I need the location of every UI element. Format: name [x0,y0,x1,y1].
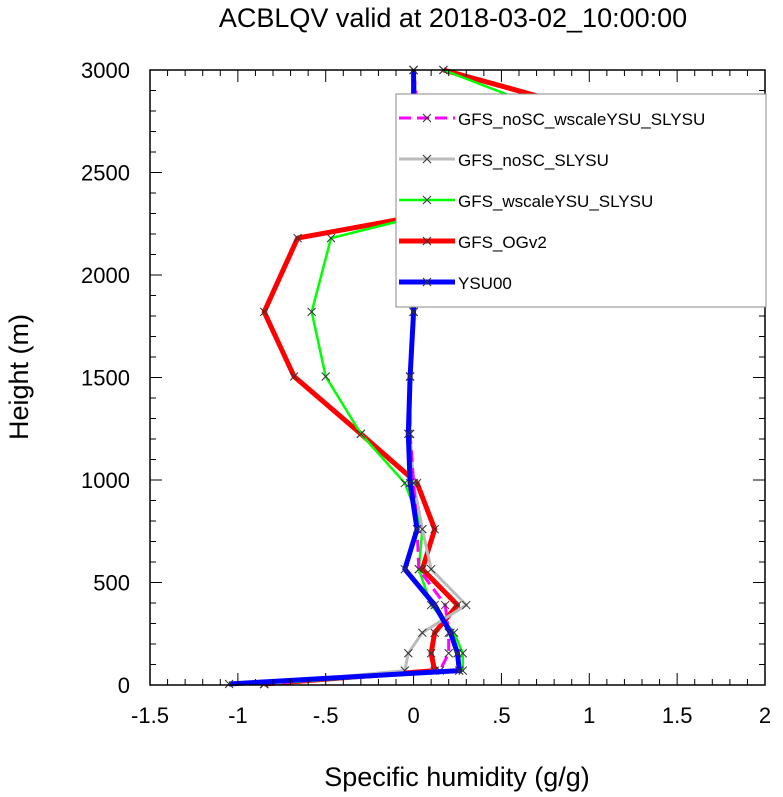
y-tick-label: 1000 [81,468,130,493]
legend-item: GFS_OGv2 [399,233,547,252]
series-point-ysu00 [453,648,462,658]
legend-label: GFS_wscaleYSU_SLYSU [458,192,653,211]
series-point-ysu00 [405,478,415,488]
series-point-ysu00 [400,564,410,574]
y-tick-label: 0 [118,673,130,698]
series-point-gfs-wscaleysu-slysu [307,307,317,317]
chart-title: ACBLQV valid at 2018-03-02_10:00:00 [219,3,687,33]
legend-item: GFS_noSC_wscaleYSU_SLYSU [399,110,705,129]
series-point-gfs-ogv2 [289,372,299,381]
legend-box [395,93,767,308]
series-point-gfs-nosc-slysu [418,628,427,638]
legend-label: GFS_OGv2 [458,233,547,252]
legend-marker [422,277,432,287]
legend-marker [422,154,432,164]
series-point-ysu00 [409,307,418,317]
legend-item: GFS_noSC_SLYSU [399,151,609,170]
series-point-ysu00 [430,600,440,610]
x-tick-label: -1.5 [131,703,169,728]
y-tick-label: 2000 [81,263,130,288]
series-point-ysu00 [403,429,413,439]
series-point-gfs-ogv2 [259,307,269,317]
legend-label: GFS_noSC_SLYSU [458,151,609,170]
series-point-ysu00 [412,524,422,534]
legend: GFS_noSC_wscaleYSU_SLYSU GFS_noSC_SLYSU GF… [395,93,767,308]
series-point-gfs-wscaleysu-slysu [326,233,336,243]
series-point-gfs-ogv2 [430,524,440,534]
x-tick-label: 2 [759,703,771,728]
legend-marker [422,195,432,205]
y-axis-label: Height (m) [4,314,34,440]
series-layer [224,65,756,689]
legend-item: YSU00 [399,274,512,293]
series-line-gfs-ogv2 [261,67,754,687]
legend-label: GFS_noSC_wscaleYSU_SLYSU [458,110,705,129]
y-tick-label: 500 [93,571,130,596]
y-tick-label: 3000 [81,58,130,83]
series-point-gfs-ogv2 [293,233,302,243]
legend-label: YSU00 [458,274,512,293]
y-tick-label: 1500 [81,366,130,391]
series-point-gfs-ogv2 [426,648,436,658]
x-tick-label: -1 [228,703,248,728]
x-tick-label: -.5 [313,703,339,728]
series-point-ysu00 [224,679,234,689]
series-point-gfs-wscaleysu-slysu [321,372,331,381]
x-tick-label: .5 [492,703,510,728]
series-point-gfs-nosc-wscaleysu-slysu [444,648,454,658]
x-tick-label: 0 [407,703,419,728]
series-point-gfs-nosc-wscaleysu-slysu [414,564,424,574]
series-point-gfs-wscaleysu-slysu [356,429,366,439]
legend-item: GFS_wscaleYSU_SLYSU [399,192,653,211]
series-point-gfs-nosc-slysu [403,648,413,658]
series-point-ysu00 [446,628,455,638]
x-tick-labels: -1.5 -1 -.5 0 .5 1 1.5 2 [131,703,771,728]
ticks-layer [149,69,766,686]
x-tick-label: 1 [583,703,595,728]
legend-marker [422,236,432,246]
y-tick-labels: 0 500 1000 1500 2000 2500 3000 [81,58,130,698]
x-tick-label: 1.5 [662,703,693,728]
series-point-ysu00 [405,372,415,381]
legend-marker [422,113,432,123]
series-point-gfs-ogv2 [430,628,440,638]
series-point-gfs-nosc-slysu [461,600,471,610]
series-point-gfs-nosc-wscaleysu-slysu [440,600,450,610]
y-tick-label: 2500 [81,161,130,186]
series-point-gfs-nosc-slysu [426,564,436,574]
x-axis-label: Specific humidity (g/g) [324,762,590,792]
series-point-ysu00 [454,666,464,676]
